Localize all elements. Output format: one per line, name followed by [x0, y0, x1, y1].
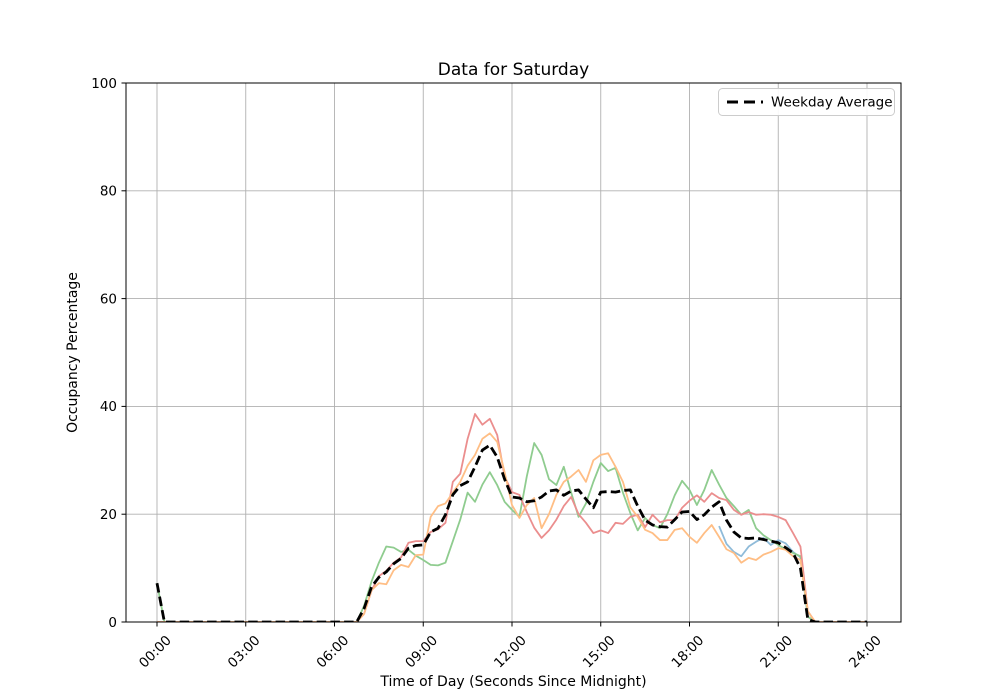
legend-label: Weekday Average	[771, 95, 893, 111]
y-tick-label: 0	[108, 615, 117, 631]
plot-border	[125, 82, 902, 623]
y-tick-label: 40	[100, 399, 117, 415]
series-green	[156, 442, 867, 622]
y-tick-label: 80	[100, 184, 117, 200]
series-red	[157, 413, 867, 622]
series-blue	[718, 525, 867, 622]
y-tick-label: 100	[91, 76, 117, 92]
weekday-average	[155, 443, 867, 622]
series-orange	[157, 432, 867, 622]
x-axis-label: Time of Day (Seconds Since Midnight)	[379, 674, 646, 690]
legend-box	[718, 88, 895, 116]
y-tick-label: 20	[100, 507, 117, 523]
data-series	[155, 413, 867, 622]
chart-title: Data for Saturday	[438, 60, 589, 80]
legend: Weekday Average	[718, 88, 895, 116]
y-tick-label: 60	[100, 291, 117, 307]
y-axis-label: Occupancy Percentage	[65, 272, 81, 433]
